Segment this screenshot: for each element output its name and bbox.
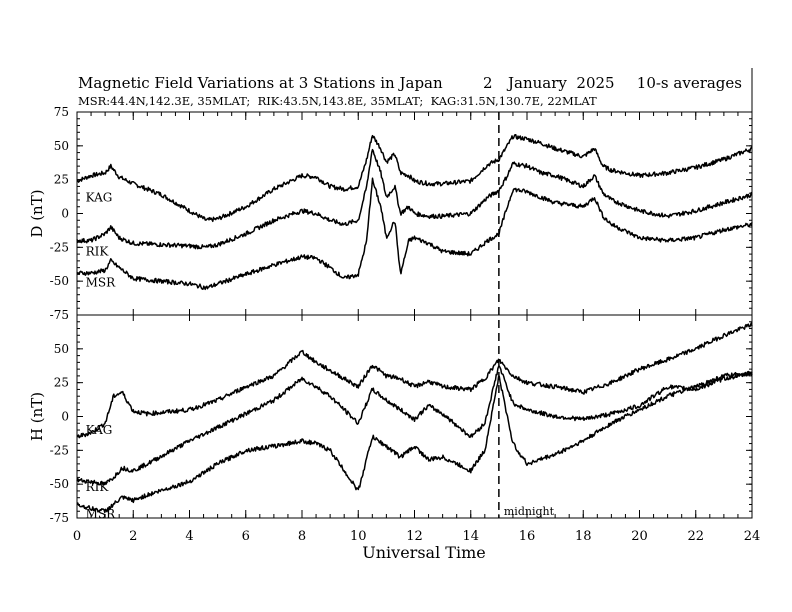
series-label-kag: KAG — [86, 190, 113, 204]
x-tick-label: 2 — [129, 529, 137, 544]
x-tick-label: 16 — [519, 529, 536, 544]
y-tick-label: 25 — [54, 376, 69, 390]
series-label-rik: RIK — [86, 480, 110, 494]
series-label-kag: KAG — [86, 423, 113, 437]
panels: 75 50 25 0 -25 -50 -75 D (nT) KAG RIK MSR 50 25 0 -25 -… — [28, 105, 753, 525]
x-tick-label: 4 — [185, 529, 193, 544]
y-tick-label: 25 — [54, 173, 69, 187]
x-tick-label: 8 — [298, 529, 306, 544]
y-tick-label: 0 — [61, 410, 69, 424]
chart-title: Magnetic Field Variations at 3 Stations … — [78, 74, 443, 92]
chart-subtitle: MSR:44.4N,142.3E, 35MLAT; RIK:43.5N,143.… — [78, 94, 597, 108]
x-tick-label: 14 — [462, 529, 479, 544]
y-tick-label: -75 — [50, 511, 69, 525]
trace-rik — [76, 148, 753, 250]
chart-date: January 2025 — [506, 74, 615, 92]
y-tick-label: -50 — [50, 477, 69, 491]
chart-date-day: 2 — [483, 74, 493, 92]
trace-msr — [76, 370, 753, 514]
y-tick-label: -50 — [50, 274, 69, 288]
series-label-rik: RIK — [86, 244, 110, 258]
x-axis: 0 2 4 6 8 10 12 14 16 18 20 22 24 — [73, 112, 760, 544]
x-tick-label: 22 — [687, 529, 704, 544]
x-tick-label: 10 — [350, 529, 367, 544]
y-tick-label: -25 — [50, 443, 69, 457]
y-tick-label: -25 — [50, 240, 69, 254]
x-tick-label: 6 — [242, 529, 250, 544]
y-axis-label: D (nT) — [28, 189, 46, 237]
chart-averaging: 10-s averages — [637, 74, 742, 92]
series-label-msr: MSR — [86, 507, 117, 521]
panel-frame — [76, 314, 753, 519]
panel-2: 50 25 0 -25 -50 -75 H (nT) KAG RIK MSR — [28, 314, 753, 525]
series-label-msr: MSR — [86, 276, 117, 290]
x-tick-label: 12 — [406, 529, 423, 544]
y-tick-label: 0 — [61, 207, 69, 221]
midnight-label: midnight — [504, 505, 555, 518]
x-tick-label: 18 — [575, 529, 592, 544]
trace-msr — [76, 177, 753, 291]
y-tick-label: 75 — [54, 105, 69, 119]
y-tick-label: 50 — [54, 139, 69, 153]
x-axis-label: Universal Time — [362, 543, 485, 562]
y-axis-label: H (nT) — [28, 392, 46, 441]
trace-kag — [76, 322, 753, 439]
trace-rik — [76, 365, 753, 486]
trace-kag — [76, 133, 753, 223]
y-tick-label: 50 — [54, 342, 69, 356]
x-tick-label: 0 — [73, 529, 81, 544]
x-tick-label: 24 — [744, 529, 761, 544]
y-tick-label: -75 — [50, 308, 69, 322]
panel-1: 75 50 25 0 -25 -50 -75 D (nT) KAG RIK MSR — [28, 105, 753, 322]
x-tick-label: 20 — [631, 529, 648, 544]
